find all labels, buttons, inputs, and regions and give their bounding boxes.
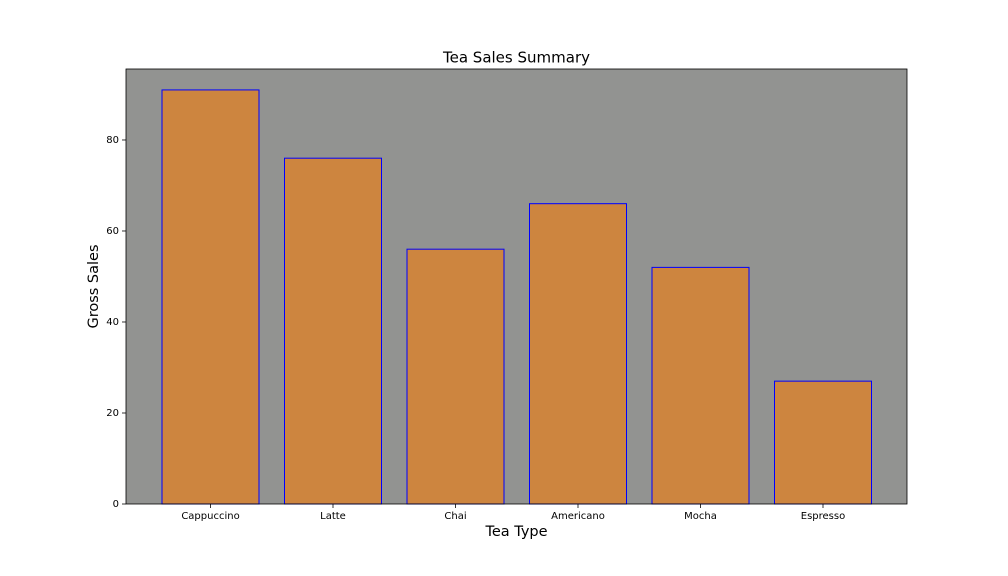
x-tick-label: Americano — [551, 511, 605, 522]
x-tick-label: Mocha — [684, 511, 717, 522]
y-tick-label: 80 — [106, 135, 119, 146]
y-tick-label: 60 — [106, 226, 119, 237]
plot-frame — [125, 68, 908, 505]
x-axis-label: Tea Type — [484, 524, 547, 540]
y-tick-label: 0 — [113, 499, 119, 510]
x-tick-label: Latte — [320, 511, 346, 522]
x-tick-label: Chai — [444, 511, 466, 522]
bar — [284, 157, 382, 505]
bar — [406, 248, 505, 505]
bar — [161, 89, 260, 505]
x-tick-label: Cappuccino — [181, 511, 239, 522]
y-axis-label: Gross Sales — [86, 244, 102, 328]
y-tick-label: 20 — [106, 408, 119, 419]
chart-title: Tea Sales Summary — [442, 49, 590, 67]
x-tick-label: Espresso — [801, 511, 845, 522]
bar — [774, 380, 872, 505]
bar — [651, 266, 750, 505]
bar — [529, 203, 627, 505]
y-tick-label: 40 — [106, 317, 119, 328]
